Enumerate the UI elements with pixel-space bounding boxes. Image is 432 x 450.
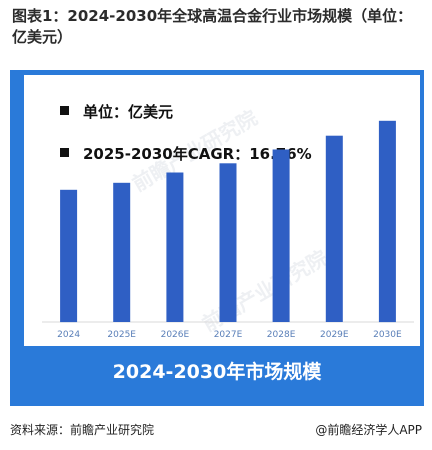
bar-2030E <box>378 120 396 323</box>
x-tick-label: 2025E <box>107 330 136 340</box>
x-tick-label: 2024 <box>57 330 80 340</box>
bar-2025E <box>113 182 131 322</box>
bar-2026E <box>166 172 184 322</box>
chart-panel: 前瞻产业研究院 前瞻产业研究院 单位：亿美元 2025-2030年CAGR：16… <box>24 75 420 346</box>
legend-square-icon <box>60 106 69 115</box>
bar-2024 <box>60 189 78 323</box>
figure-title: 图表1：2024-2030年全球高温合金行业市场规模（单位：亿美元） <box>12 7 413 46</box>
source-note: 资料来源：前瞻产业研究院 <box>10 423 155 437</box>
x-tick-label: 2027E <box>214 330 243 340</box>
bar-2028E <box>272 149 290 322</box>
cagr-legend: 2025-2030年CAGR：16.76% <box>60 143 312 164</box>
legend-square-icon <box>60 148 69 157</box>
bar-chart: 2024 2025E 2026E 2027E 2028E 2029E 2030E <box>42 120 414 340</box>
chart-frame: 前瞻产业研究院 前瞻产业研究院 单位：亿美元 2025-2030年CAGR：16… <box>10 70 424 406</box>
x-tick-label: 2030E <box>373 330 402 340</box>
bar-2029E <box>325 135 343 322</box>
brand-note: @前瞻经济学人APP <box>315 423 422 437</box>
cagr-legend-text: 2025-2030年CAGR：16.76% <box>83 145 312 163</box>
x-tick-label: 2028E <box>267 330 296 340</box>
unit-legend-text: 单位：亿美元 <box>83 103 174 121</box>
x-tick-label: 2026E <box>161 330 190 340</box>
bar-2027E <box>219 163 237 322</box>
unit-legend: 单位：亿美元 <box>60 101 173 122</box>
x-tick-label: 2029E <box>320 330 349 340</box>
chart-banner: 2024-2030年市场规模 <box>112 361 322 383</box>
